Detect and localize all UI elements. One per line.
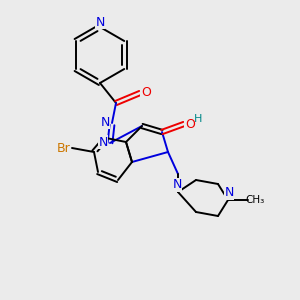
Text: N: N bbox=[95, 16, 105, 28]
Text: N: N bbox=[98, 136, 108, 148]
Text: CH₃: CH₃ bbox=[245, 195, 265, 205]
Text: O: O bbox=[185, 118, 195, 130]
Text: Br: Br bbox=[57, 142, 71, 154]
Text: N: N bbox=[224, 187, 234, 200]
Text: O: O bbox=[141, 86, 151, 100]
Text: H: H bbox=[194, 114, 202, 124]
Text: N: N bbox=[172, 178, 182, 191]
Text: N: N bbox=[100, 116, 110, 128]
